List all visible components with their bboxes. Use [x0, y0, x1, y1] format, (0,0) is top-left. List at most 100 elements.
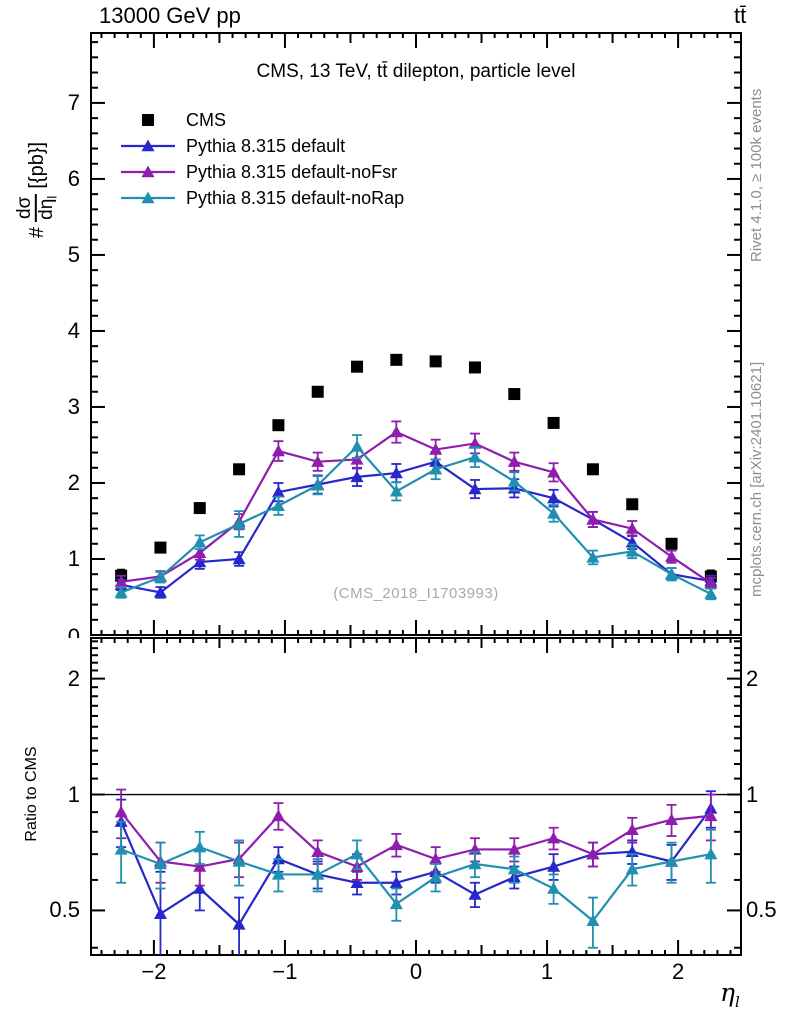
data-point [153, 585, 167, 598]
legend-item-cms: CMS [119, 107, 404, 133]
data-point [389, 876, 403, 888]
main-ytick-4: 4 [67, 317, 80, 343]
beam-energy-label: 13000 GeV pp [99, 3, 241, 28]
data-point [311, 867, 325, 880]
y-label-numerator: dσ [14, 193, 37, 222]
legend-marker-cms [142, 114, 154, 126]
data-point [193, 502, 206, 515]
data-point [586, 463, 599, 476]
mcplots-arxiv-note: mcplots.cern.ch [arXiv:2401.10621] [748, 361, 765, 598]
data-point [586, 914, 600, 926]
data-point [507, 862, 521, 875]
data-point [665, 567, 679, 580]
axis-ticks [91, 33, 741, 955]
y-label-prefix: # [25, 226, 48, 239]
legend-item-pythia-norap: Pythia 8.315 default-noRap [119, 185, 404, 211]
data-point [390, 353, 403, 366]
analysis-id-watermark: (CMS_2018_I1703993) [333, 585, 499, 602]
data-point [547, 860, 561, 872]
ratio-ytick-right-0.5: 0.5 [746, 897, 777, 923]
data-point [154, 541, 167, 554]
data-point [232, 552, 246, 565]
data-point [665, 813, 679, 825]
ratio-series-pythia-nofsr [114, 788, 718, 887]
data-point [468, 482, 482, 495]
data-point [153, 857, 167, 870]
data-point [272, 419, 285, 432]
data-point [507, 455, 521, 467]
data-point [704, 587, 718, 600]
data-point [350, 470, 364, 483]
data-point [429, 462, 443, 475]
legend-item-label: CMS [186, 109, 226, 130]
y-label-fraction: dσ dηl [14, 193, 60, 222]
data-point [625, 823, 639, 835]
main-ytick-0: 0 [67, 624, 80, 638]
data-point [625, 522, 639, 534]
legend-marker-pythia-default [121, 139, 175, 152]
data-point [468, 857, 482, 870]
data-point [429, 870, 443, 883]
data-point [625, 544, 639, 557]
data-point [271, 867, 285, 880]
y-label-denominator: dηl [35, 195, 60, 220]
data-point [547, 831, 561, 844]
data-point [547, 491, 561, 504]
data-point [429, 355, 442, 368]
legend: CMS Pythia 8.315 default Pythia 8.315 defa… [119, 107, 404, 211]
data-point [468, 450, 482, 463]
main-series-cms [115, 353, 717, 584]
data-point [351, 360, 364, 373]
data-point [507, 842, 521, 855]
process-label: tt̄ [734, 3, 747, 28]
main-series-pythia-default [114, 450, 718, 599]
data-point [429, 443, 443, 455]
data-point [389, 484, 403, 497]
ratio-ytick-left-0.5: 0.5 [49, 897, 80, 923]
data-point [311, 385, 324, 398]
data-point [114, 585, 128, 598]
data-point [507, 474, 521, 487]
data-point [389, 897, 403, 910]
data-point [586, 550, 600, 563]
ratio-ytick-left-2: 2 [67, 665, 80, 691]
data-point [704, 809, 718, 822]
data-point [350, 847, 364, 860]
data-point [468, 436, 482, 449]
x-axis-label: ηl [720, 978, 740, 1011]
data-point [311, 455, 325, 467]
data-point [547, 506, 561, 519]
data-point [665, 537, 678, 550]
data-point [429, 852, 443, 865]
data-point [586, 512, 600, 525]
data-point [704, 847, 718, 860]
main-ytick-7: 7 [67, 89, 80, 115]
data-point [233, 463, 246, 476]
data-point [586, 847, 600, 860]
data-point [311, 845, 325, 857]
legend-item-pythia-nofsr: Pythia 8.315 default-noFsr [119, 159, 404, 185]
data-point [547, 465, 561, 478]
main-series-pythia-norap [114, 434, 718, 601]
data-point [114, 575, 128, 587]
xtick-2: 2 [671, 959, 685, 984]
data-point [271, 444, 285, 457]
data-point [193, 535, 207, 548]
data-point [114, 842, 128, 855]
xtick-0: 0 [409, 959, 423, 984]
data-point [193, 840, 207, 853]
data-point [547, 416, 560, 429]
data-point [193, 546, 207, 559]
ratio-series-pythia-norap [114, 820, 718, 949]
data-point [114, 805, 128, 818]
data-point [625, 862, 639, 875]
ratio-ytick-right-1: 1 [746, 781, 759, 807]
xtick-1: 1 [540, 959, 554, 984]
data-point [153, 570, 167, 583]
legend-marker-pythia-nofsr [121, 165, 175, 178]
legend-marker-pythia-norap [121, 191, 175, 204]
data-point [665, 550, 679, 562]
data-point [153, 907, 167, 920]
